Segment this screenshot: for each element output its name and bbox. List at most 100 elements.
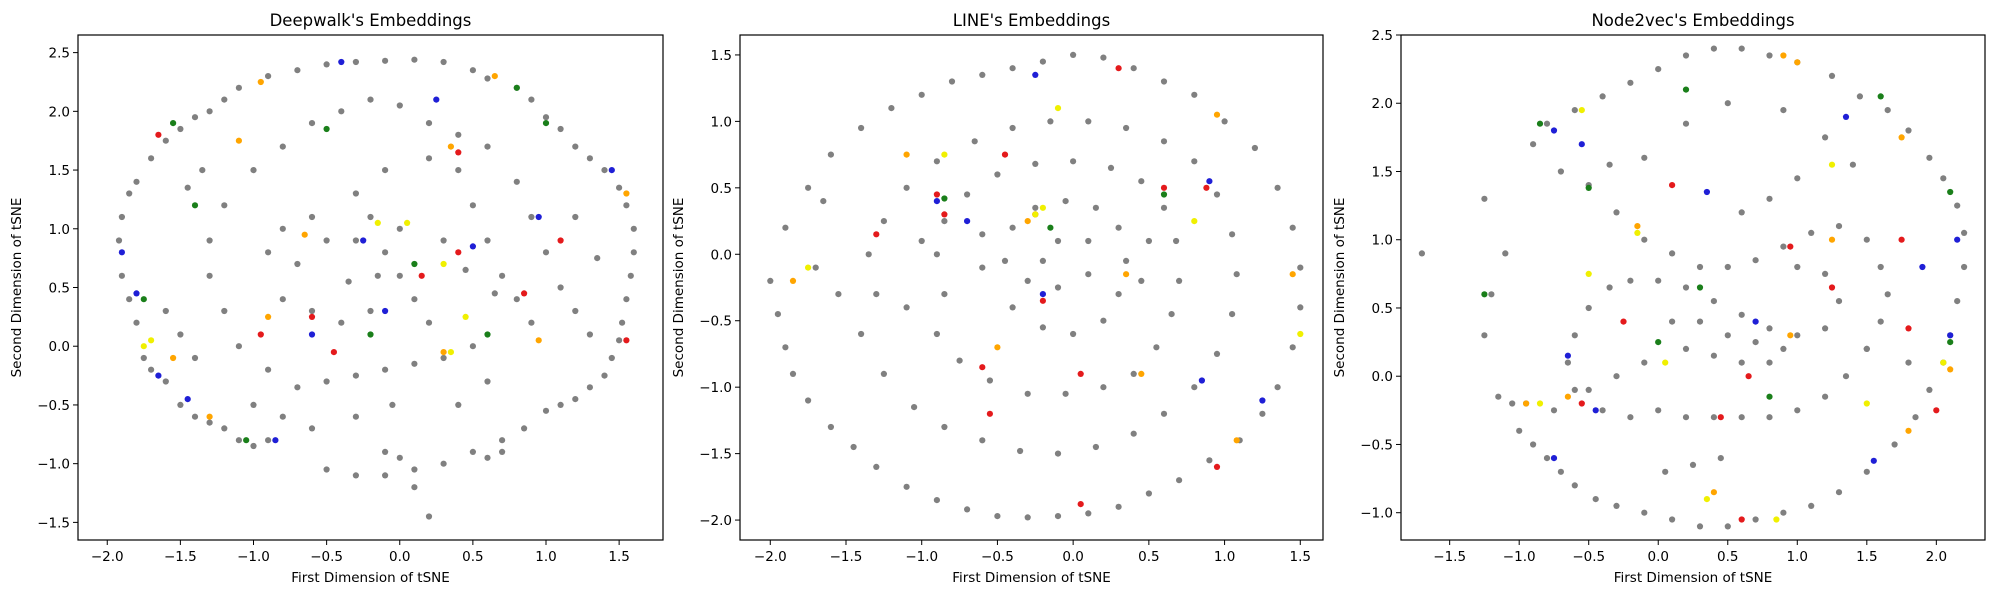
scatter-point <box>1662 359 1669 366</box>
scatter-point <box>1627 79 1634 86</box>
axes-frame <box>77 34 664 541</box>
scatter-point <box>1828 236 1836 243</box>
scatter-point <box>1822 325 1829 332</box>
scatter-point <box>1039 204 1046 211</box>
y-tick-label: 2.5 <box>49 46 70 62</box>
scatter-point <box>1822 393 1829 400</box>
scatter-point <box>374 272 381 279</box>
scatter-point <box>1696 318 1704 325</box>
scatter-point <box>1502 250 1509 257</box>
scatter-point <box>623 202 630 209</box>
y-tick-label: 0.5 <box>49 281 70 297</box>
y-tick-label: −2.0 <box>699 513 732 529</box>
scatter-point <box>389 401 396 408</box>
scatter-point <box>1724 100 1731 107</box>
scatter-point <box>933 191 941 198</box>
scatter-point <box>1613 373 1620 380</box>
scatter-point <box>484 237 491 244</box>
scatter-point <box>367 331 374 338</box>
scatter-point <box>440 237 447 244</box>
scatter-point <box>1191 158 1198 165</box>
scatter-point <box>440 58 447 66</box>
scatter-point <box>140 296 147 303</box>
x-tick-label: −1.0 <box>905 549 938 565</box>
scatter-point <box>528 96 535 103</box>
scatter-point <box>1138 178 1145 185</box>
scatter-point <box>1669 318 1676 325</box>
scatter-point <box>630 249 637 256</box>
scatter-point <box>1213 111 1221 118</box>
scatter-point <box>243 437 250 444</box>
scatter-point <box>294 67 301 74</box>
scatter-point <box>1606 161 1613 168</box>
scatter-point <box>1585 386 1592 393</box>
scatter-point <box>1229 231 1236 238</box>
scatter-point <box>1613 502 1620 509</box>
scatter-point <box>1689 461 1697 468</box>
scatter-point <box>1571 482 1578 489</box>
scatter-point <box>1039 324 1046 331</box>
scatter-point <box>1947 366 1954 373</box>
scatter-point <box>1926 386 1933 393</box>
scatter-point <box>1891 441 1898 448</box>
scatter-point <box>491 290 498 297</box>
scatter-point <box>1863 400 1870 407</box>
scatter-point <box>979 231 986 238</box>
scatter-point <box>873 291 880 298</box>
scatter-point <box>911 404 918 411</box>
scatter-point <box>1884 107 1891 114</box>
scatter-point <box>586 331 594 338</box>
scatter-point <box>812 264 819 271</box>
scatter-point <box>1213 463 1221 470</box>
scatter-point <box>1297 264 1304 271</box>
y-tick-label: −1.0 <box>699 380 732 396</box>
scatter-point <box>850 443 857 451</box>
scatter-point <box>221 307 228 315</box>
scatter-point <box>1738 311 1745 318</box>
scatter-point <box>148 337 155 344</box>
scatter-point <box>338 108 345 115</box>
scatter-point <box>1085 510 1092 517</box>
scatter-point <box>411 56 418 63</box>
scatter-point <box>352 472 359 479</box>
scatter-point <box>425 120 433 127</box>
scatter-point <box>865 251 872 258</box>
scatter-point <box>447 143 454 150</box>
scatter-point <box>199 167 206 174</box>
scatter-point <box>323 378 330 385</box>
scatter-point <box>1176 277 1183 284</box>
scatter-point <box>767 277 774 284</box>
scatter-point <box>455 401 462 408</box>
scatter-point <box>948 78 956 85</box>
scatter-point <box>1655 277 1662 284</box>
scatter-point <box>484 75 491 82</box>
scatter-point <box>1130 430 1137 437</box>
scatter-point <box>1724 523 1731 530</box>
scatter-point <box>1564 352 1571 359</box>
scatter-point <box>1696 523 1704 530</box>
scatter-point <box>572 143 579 150</box>
scatter-point <box>572 213 579 221</box>
scatter-point <box>1145 490 1152 497</box>
scatter-point <box>1808 229 1815 236</box>
scatter-point <box>616 184 623 191</box>
scatter-point <box>1766 359 1773 366</box>
scatter-point <box>440 460 447 467</box>
scatter-point <box>1738 516 1745 523</box>
scatter-point <box>979 71 986 78</box>
scatter-point <box>789 370 797 377</box>
scatter-point <box>1682 52 1690 59</box>
scatter-point <box>411 466 418 473</box>
scatter-point <box>1550 127 1558 134</box>
scatter-point <box>126 190 133 197</box>
scatter-point <box>1766 414 1773 421</box>
y-axis-label: Second Dimension of tSNE <box>671 198 687 378</box>
y-tick-label: 1.0 <box>711 114 732 130</box>
scatter-point <box>1856 93 1863 100</box>
scatter-point <box>133 178 140 185</box>
x-tick-label: 0.5 <box>1138 549 1159 565</box>
scatter-point <box>630 225 637 232</box>
scatter-point <box>1039 257 1046 264</box>
scatter-point <box>1696 263 1704 271</box>
scatter-point <box>1274 384 1281 391</box>
